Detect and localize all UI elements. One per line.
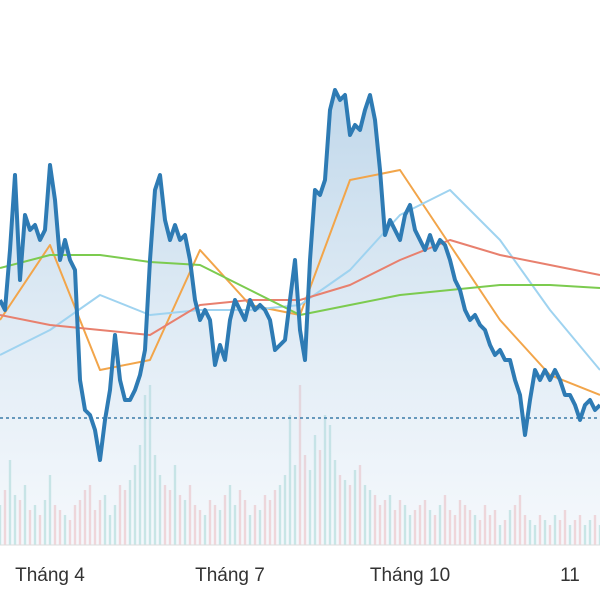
x-tick-label: Tháng 4 xyxy=(15,565,85,586)
price-line xyxy=(0,88,600,462)
x-tick-label: 11 xyxy=(560,565,580,586)
price-area xyxy=(0,90,600,545)
x-tick-label: Tháng 10 xyxy=(370,565,450,586)
x-tick-label: Tháng 7 xyxy=(195,565,265,586)
moving-average-line xyxy=(0,239,600,336)
